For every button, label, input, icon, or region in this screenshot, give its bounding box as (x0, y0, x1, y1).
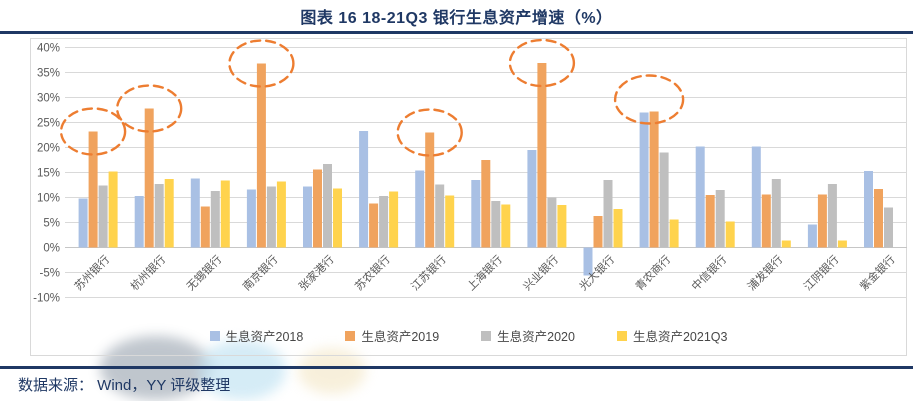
bar-生息资产2019-浦发银行 (761, 194, 771, 248)
legend-label: 生息资产2020 (497, 330, 575, 344)
bar-生息资产2018-中信银行 (695, 146, 705, 248)
legend-label: 生息资产2018 (225, 330, 304, 344)
bar-生息资产2020-江阴银行 (827, 184, 837, 248)
bar-生息资产2021Q3-光大银行 (613, 209, 623, 248)
legend-item-生息资产2018: 生息资产2018 (209, 326, 304, 345)
bar-生息资产2019-光大银行 (593, 216, 603, 248)
page-title: 图表 16 18-21Q3 银行生息资产增速（%） (300, 10, 613, 27)
bar-生息资产2021Q3-江阴银行 (837, 240, 847, 248)
bar-chart: 40%35%30%25%20%15%10%5%0%-5%-10%苏州银行 杭州银行… (33, 38, 907, 305)
legend-swatch (345, 330, 356, 341)
legend-item-生息资产2021Q3: 生息资产2021Q3 (616, 326, 728, 345)
annotation-ellipse (613, 74, 685, 125)
bar-生息资产2020-苏农银行 (379, 196, 389, 248)
bar-生息资产2020-浦发银行 (771, 179, 781, 248)
bar-生息资产2020-无锡银行 (210, 191, 220, 248)
bar-生息资产2020-张家港行 (323, 164, 332, 248)
y-tick-label: 25% (37, 118, 60, 130)
y-tick-label: -5% (40, 268, 60, 280)
bar-生息资产2018-杭州银行 (134, 196, 144, 248)
bar-生息资产2018-江苏银行 (415, 170, 425, 248)
bar-生息资产2021Q3-苏农银行 (389, 191, 399, 248)
bar-生息资产2019-兴业银行 (537, 63, 547, 248)
bar-生息资产2018-南京银行 (246, 189, 256, 248)
bar-生息资产2020-紫金银行 (884, 207, 893, 248)
bar-生息资产2019-张家港行 (313, 169, 322, 248)
bar-生息资产2018-青农商行 (639, 112, 649, 248)
bar-生息资产2020-杭州银行 (154, 184, 164, 248)
bar-生息资产2019-无锡银行 (200, 206, 210, 248)
bar-生息资产2021Q3-中信银行 (725, 221, 735, 248)
y-tick-label: 30% (37, 93, 60, 105)
y-tick-label: 0% (43, 243, 60, 255)
bar-生息资产2021Q3-无锡银行 (220, 180, 230, 248)
bar-生息资产2021Q3-青农商行 (669, 219, 679, 248)
bar-生息资产2021Q3-兴业银行 (557, 205, 567, 248)
bottom-divider (0, 366, 913, 369)
y-tick-label: -10% (33, 293, 60, 305)
bar-生息资产2019-江苏银行 (425, 132, 435, 248)
y-tick-label: 35% (37, 68, 60, 80)
bar-生息资产2020-光大银行 (603, 180, 613, 248)
top-divider (0, 31, 913, 34)
annotation-ellipse (508, 38, 576, 88)
legend-item-生息资产2020: 生息资产2020 (481, 326, 575, 345)
bar-生息资产2018-兴业银行 (527, 150, 537, 248)
bar-生息资产2019-江阴银行 (817, 194, 827, 248)
bar-生息资产2020-江苏银行 (435, 184, 445, 248)
bar-生息资产2019-紫金银行 (874, 189, 883, 248)
bar-生息资产2020-苏州银行 (98, 185, 108, 248)
chart-legend: 生息资产2018 生息资产2019 生息资产2020 生息资产2021Q3 (30, 326, 907, 345)
bar-生息资产2018-光大银行 (583, 247, 593, 276)
legend-swatch (616, 330, 627, 341)
bar-生息资产2020-中信银行 (715, 190, 725, 248)
bar-生息资产2018-上海银行 (471, 180, 481, 248)
bar-生息资产2019-上海银行 (481, 160, 491, 248)
y-tick-label: 10% (37, 193, 60, 205)
bar-生息资产2021Q3-浦发银行 (781, 240, 791, 248)
bar-生息资产2019-南京银行 (256, 63, 266, 248)
annotation-ellipse (59, 107, 127, 156)
bar-生息资产2019-杭州银行 (144, 108, 154, 248)
legend-swatch (481, 330, 492, 341)
y-tick-label: 20% (37, 143, 60, 155)
bar-生息资产2021Q3-上海银行 (501, 204, 511, 248)
bar-生息资产2018-浦发银行 (751, 146, 761, 248)
bar-生息资产2021Q3-苏州银行 (108, 171, 118, 248)
annotation-ellipse (115, 84, 183, 133)
annotation-ellipse (228, 39, 295, 88)
y-tick-label: 5% (43, 218, 60, 230)
legend-swatch (209, 330, 220, 341)
bar-生息资产2020-兴业银行 (547, 197, 557, 248)
bar-生息资产2018-苏农银行 (359, 131, 369, 248)
bar-生息资产2018-紫金银行 (864, 171, 873, 248)
bar-生息资产2019-苏州银行 (88, 131, 98, 248)
legend-label: 生息资产2019 (361, 330, 440, 344)
bar-生息资产2019-中信银行 (705, 195, 715, 248)
bar-生息资产2018-无锡银行 (190, 178, 200, 248)
bar-生息资产2021Q3-南京银行 (276, 181, 286, 248)
bar-生息资产2021Q3-杭州银行 (164, 179, 174, 248)
bar-生息资产2018-张家港行 (303, 186, 312, 248)
bar-生息资产2019-青农商行 (649, 111, 659, 248)
legend-item-生息资产2019: 生息资产2019 (345, 326, 439, 345)
bar-生息资产2020-上海银行 (491, 201, 501, 248)
watermark-blob-blue (198, 340, 286, 400)
y-tick-label: 40% (37, 43, 60, 55)
bar-生息资产2021Q3-张家港行 (333, 188, 342, 248)
bar-生息资产2021Q3-江苏银行 (445, 195, 455, 248)
y-tick-label: 15% (37, 168, 60, 180)
bar-生息资产2019-苏农银行 (369, 203, 379, 248)
bar-生息资产2020-青农商行 (659, 152, 669, 248)
bar-生息资产2020-南京银行 (266, 186, 276, 248)
bar-生息资产2018-苏州银行 (78, 198, 88, 248)
legend-label: 生息资产2021Q3 (632, 330, 728, 344)
annotation-ellipse (396, 108, 463, 157)
bar-生息资产2018-江阴银行 (807, 224, 817, 248)
data-source-text: 数据来源： Wind，YY 评级整理 (18, 377, 231, 394)
